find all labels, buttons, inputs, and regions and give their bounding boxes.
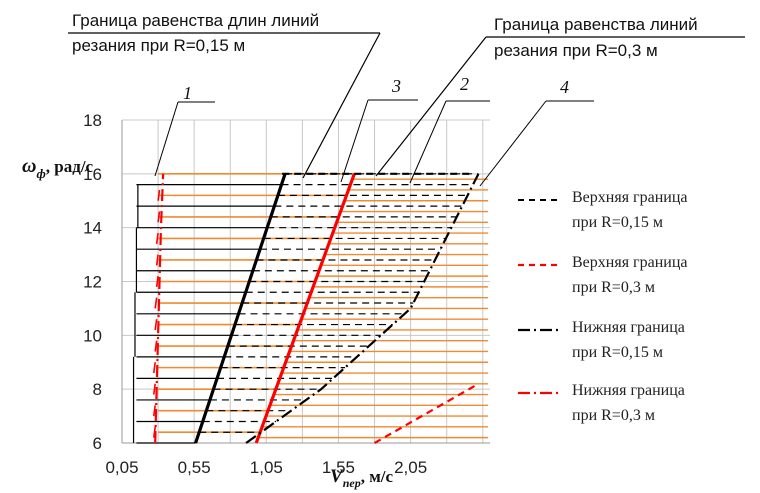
y-tick-labels: 6 8 10 12 14 16 18 (83, 111, 102, 453)
annotation-1: Граница равенства длин линий резания при… (68, 11, 381, 179)
x-tick-label: 0,05 (105, 458, 138, 477)
y-tick-label: 14 (83, 219, 102, 238)
x-tick-label: 2,05 (394, 458, 427, 477)
annotation-2-line1: Граница равенства линий (494, 15, 698, 34)
legend-text-upper-03-a: Верхняя граница (572, 254, 688, 271)
step-tick-red (152, 383, 156, 395)
legend-text-lower-015-b: при R=0,15 м (572, 344, 663, 361)
step-tick-red (155, 276, 159, 287)
series-line-3 (245, 173, 480, 444)
step-tick-red (157, 189, 161, 201)
curve-labels: 1 3 2 4 (154, 74, 594, 187)
curve-label-3: 3 (391, 76, 401, 96)
y-tick-label: 16 (83, 165, 102, 184)
legend-text-lower-015-a: Нижняя граница (572, 319, 685, 336)
step-tick-red (152, 405, 156, 417)
legend-text-upper-015-b: при R=0,15 м (572, 214, 663, 231)
annotation-2: Граница равенства линий резания при R=0,… (375, 15, 745, 177)
y-tick-label: 10 (83, 326, 102, 345)
fill-lines (132, 173, 488, 444)
x-tick-labels: 0,05 0,55 1,05 1,55 2,05 (105, 458, 427, 477)
step-tick-red (154, 340, 158, 352)
annotation-1-line2: резания при R=0,15 м (72, 36, 245, 55)
y-tick-label: 18 (83, 111, 102, 130)
annotation-2-leader (375, 36, 487, 177)
series (154, 172, 480, 444)
legend-text-lower-03-b: при R=0,3 м (572, 407, 655, 424)
x-tick-label: 0,55 (178, 458, 211, 477)
y-tick-label: 6 (93, 434, 102, 453)
curve-label-4: 4 (560, 77, 569, 97)
series-line-4 (154, 173, 165, 444)
step-tick-red (152, 362, 156, 374)
annotation-1-line1: Граница равенства длин линий (72, 11, 319, 30)
step-tick-red (155, 232, 159, 244)
step-tick-red (157, 211, 161, 223)
legend-text-upper-015-a: Верхняя граница (572, 189, 688, 206)
x-tick-label: 1,55 (322, 458, 355, 477)
legend-item-lower-015: Нижняя граница при R=0,15 м (518, 319, 685, 361)
legend-text-lower-03-a: Нижняя граница (572, 382, 685, 399)
annotation-2-line2: резания при R=0,3 м (494, 41, 658, 60)
boundary-line-2 (254, 173, 356, 444)
x-axis-label: Vпер, м/с (330, 466, 393, 490)
legend-item-lower-03: Нижняя граница при R=0,3 м (518, 382, 685, 424)
legend-item-upper-015: Верхняя граница при R=0,15 м (518, 189, 688, 231)
legend-item-upper-03: Верхняя граница при R=0,3 м (518, 254, 688, 296)
step-tick-red (155, 254, 159, 266)
legend-text-upper-03-b: при R=0,3 м (572, 279, 655, 296)
y-tick-label: 8 (93, 380, 102, 399)
series-line-2 (374, 382, 479, 444)
annotation-1-leader (302, 32, 381, 179)
step-tick-red (154, 297, 158, 309)
legend: Верхняя граница при R=0,15 м Верхняя гра… (518, 189, 688, 424)
curve-label-2: 2 (460, 74, 469, 94)
curve-label-1: 1 (183, 83, 192, 103)
y-tick-label: 12 (83, 273, 102, 292)
boundaries (194, 173, 356, 444)
x-tick-label: 1,05 (250, 458, 283, 477)
step-tick-red (154, 319, 158, 331)
y-axis-label: ωф, рад/с (22, 155, 94, 181)
boundary-line-1 (194, 173, 287, 444)
